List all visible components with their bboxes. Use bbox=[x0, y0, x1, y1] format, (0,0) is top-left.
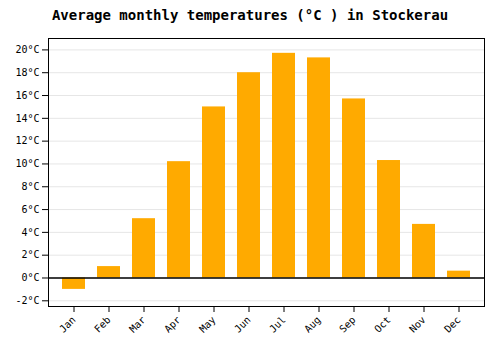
svg-text:0°C: 0°C bbox=[21, 272, 39, 283]
svg-text:Apr: Apr bbox=[162, 314, 183, 335]
svg-text:Mar: Mar bbox=[127, 314, 148, 335]
svg-text:Nov: Nov bbox=[407, 314, 428, 335]
svg-text:2°C: 2°C bbox=[21, 249, 39, 260]
svg-text:20°C: 20°C bbox=[15, 44, 39, 55]
svg-text:Oct: Oct bbox=[372, 314, 393, 335]
svg-text:Jun: Jun bbox=[232, 314, 253, 335]
svg-text:Aug: Aug bbox=[302, 314, 323, 335]
svg-text:-2°C: -2°C bbox=[15, 295, 39, 306]
svg-text:14°C: 14°C bbox=[15, 113, 39, 124]
svg-text:16°C: 16°C bbox=[15, 90, 39, 101]
svg-text:4°C: 4°C bbox=[21, 227, 39, 238]
svg-text:10°C: 10°C bbox=[15, 158, 39, 169]
svg-text:12°C: 12°C bbox=[15, 135, 39, 146]
svg-text:May: May bbox=[197, 314, 218, 335]
svg-text:Sep: Sep bbox=[337, 314, 358, 335]
svg-text:Jan: Jan bbox=[57, 314, 78, 335]
svg-text:Jul: Jul bbox=[267, 314, 288, 335]
svg-text:18°C: 18°C bbox=[15, 67, 39, 78]
svg-text:Feb: Feb bbox=[92, 314, 113, 335]
html-text:Average monthly temperatures (: Average monthly temperatures (°C ) in St… bbox=[51, 7, 449, 23]
svg-text:8°C: 8°C bbox=[21, 181, 39, 192]
svg-text:Dec: Dec bbox=[442, 314, 463, 335]
svg-text:6°C: 6°C bbox=[21, 204, 39, 215]
